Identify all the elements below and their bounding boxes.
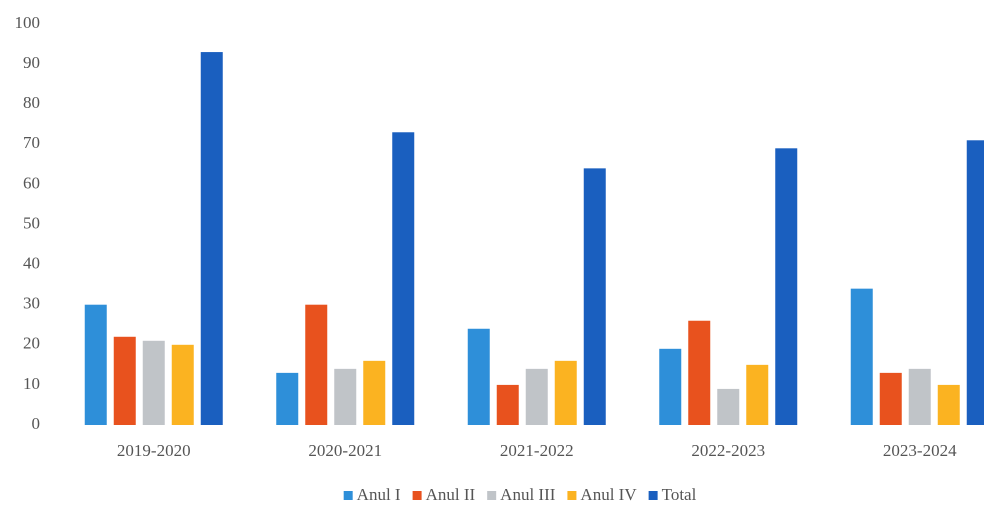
legend-swatch — [567, 491, 577, 500]
bar — [392, 132, 415, 425]
bar — [717, 388, 740, 425]
bar — [850, 288, 873, 425]
bar — [554, 360, 577, 425]
legend-item: Anul IV — [567, 485, 637, 504]
legend-label: Anul I — [357, 485, 401, 504]
y-tick-label: 70 — [23, 133, 40, 152]
bar — [305, 304, 328, 425]
bar — [84, 304, 107, 425]
legend-swatch — [487, 491, 497, 500]
legend-item: Anul I — [343, 485, 401, 504]
legend-label: Total — [662, 485, 697, 504]
x-tick-label: 2021-2022 — [500, 441, 574, 460]
y-tick-label: 40 — [23, 254, 40, 273]
legend-item: Anul II — [412, 485, 476, 504]
legend: Anul I Anul II Anul III Anul IV Total — [343, 485, 697, 504]
bar — [467, 328, 490, 425]
bar — [200, 52, 223, 425]
y-tick-label: 50 — [23, 213, 40, 232]
x-tick-label: 2020-2021 — [308, 441, 382, 460]
bar — [775, 148, 798, 425]
y-tick-label: 10 — [23, 374, 40, 393]
bar — [276, 372, 299, 425]
bar — [966, 140, 984, 426]
bar — [746, 364, 769, 425]
bar — [496, 384, 519, 425]
bar — [937, 384, 960, 425]
legend-label: Anul IV — [580, 485, 637, 504]
legend-label: Anul II — [426, 485, 476, 504]
bar — [908, 368, 931, 425]
bar — [525, 368, 548, 425]
y-tick-label: 80 — [23, 93, 40, 112]
y-tick-label: 90 — [23, 53, 40, 72]
bar — [334, 368, 357, 425]
legend-swatch — [412, 491, 422, 500]
bar — [363, 360, 386, 425]
legend-swatch — [343, 491, 353, 500]
bar — [171, 344, 194, 425]
y-tick-label: 0 — [32, 414, 41, 433]
bar — [659, 348, 682, 425]
legend-label: Anul III — [500, 485, 556, 504]
y-tick-label: 60 — [23, 173, 40, 192]
bar — [583, 168, 606, 426]
bar — [142, 340, 165, 425]
legend-item: Anul III — [487, 485, 556, 504]
x-tick-label: 2023-2024 — [883, 441, 957, 460]
y-tick-label: 100 — [15, 13, 41, 32]
bar — [113, 336, 136, 425]
y-tick-label: 20 — [23, 334, 40, 353]
x-tick-label: 2022-2023 — [691, 441, 765, 460]
y-tick-label: 30 — [23, 294, 40, 313]
legend-swatch — [648, 491, 658, 500]
x-tick-label: 2019-2020 — [117, 441, 191, 460]
bar — [688, 320, 711, 425]
legend-item: Total — [648, 485, 697, 504]
bar — [879, 372, 902, 425]
